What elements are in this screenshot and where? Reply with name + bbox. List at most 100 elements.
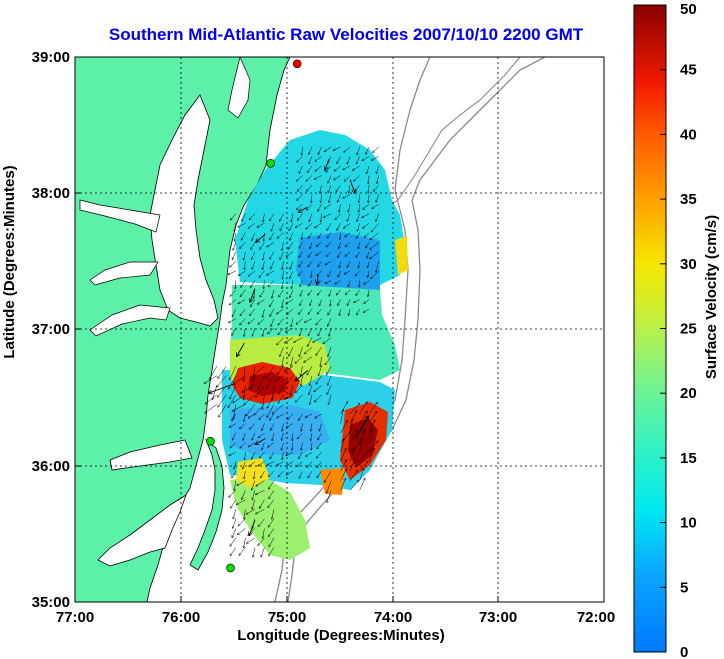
velocity-arrow bbox=[297, 156, 303, 162]
velocity-arrow bbox=[295, 356, 303, 363]
colorbar-tick-label: 15 bbox=[680, 450, 697, 467]
velocity-arrow bbox=[370, 251, 379, 259]
velocity-arrow bbox=[232, 251, 237, 260]
velocity-arrow bbox=[339, 204, 341, 212]
velocity-arrow bbox=[324, 213, 332, 218]
velocity-arrow bbox=[317, 471, 322, 477]
colorbar-tick-label: 30 bbox=[680, 256, 697, 273]
velocity-arrow bbox=[240, 242, 246, 248]
velocity-arrow bbox=[291, 213, 294, 222]
colorbar: 0 5 10 15 20 25 30 35 40 45 50 Surface Velocity (c… bbox=[633, 1, 720, 659]
velocity-arrow bbox=[244, 509, 246, 519]
velocity-arrow bbox=[285, 337, 294, 343]
colorbar-tick-label: 0 bbox=[680, 644, 688, 659]
velocity-arrow bbox=[228, 270, 236, 275]
velocity-arrow bbox=[347, 299, 351, 306]
velocity-arrow bbox=[263, 213, 265, 222]
velocity-arrow bbox=[269, 480, 275, 489]
colorbar-tick-label: 50 bbox=[680, 1, 697, 18]
velocity-arrow bbox=[234, 461, 237, 469]
velocity-arrow bbox=[320, 185, 322, 193]
coverage-delaware-offshore bbox=[395, 236, 408, 275]
velocity-arrow bbox=[335, 280, 341, 284]
velocity-vectors-data bbox=[209, 159, 368, 535]
velocity-arrow bbox=[252, 490, 256, 499]
velocity-arrow bbox=[268, 327, 275, 334]
velocity-arrow bbox=[291, 280, 294, 288]
velocity-vector bbox=[317, 274, 319, 284]
velocity-arrow bbox=[337, 194, 341, 202]
velocity-arrow bbox=[230, 547, 237, 556]
velocity-arrow bbox=[316, 347, 322, 355]
velocity-arrow bbox=[326, 242, 332, 246]
velocity-arrow bbox=[302, 146, 303, 155]
velocity-arrow bbox=[285, 366, 294, 371]
velocity-arrow bbox=[250, 423, 256, 430]
velocity-arrow bbox=[244, 537, 246, 548]
velocity-arrow bbox=[324, 203, 332, 209]
velocity-arrow bbox=[242, 490, 246, 499]
velocity-arrow bbox=[243, 432, 246, 440]
velocity-arrow bbox=[252, 328, 256, 336]
velocity-arrow bbox=[297, 175, 303, 181]
velocity-arrow bbox=[277, 232, 284, 239]
velocity-arrow bbox=[328, 175, 332, 183]
velocity-arrow bbox=[339, 261, 340, 267]
velocity-arrow bbox=[362, 213, 370, 218]
velocity-arrow bbox=[367, 251, 370, 258]
velocity-arrow bbox=[282, 261, 283, 269]
velocity-arrow bbox=[252, 232, 256, 241]
velocity-arrow bbox=[364, 232, 370, 237]
velocity-arrow bbox=[240, 318, 246, 325]
velocity-arrow bbox=[306, 175, 313, 182]
velocity-arrow bbox=[278, 327, 284, 334]
velocity-arrow bbox=[319, 423, 322, 431]
velocity-arrow bbox=[263, 528, 265, 538]
velocity-arrow bbox=[257, 223, 265, 227]
velocity-arrow bbox=[368, 175, 369, 184]
velocity-arrow bbox=[334, 175, 341, 180]
velocity-arrow bbox=[280, 223, 284, 231]
delaware-bay bbox=[227, 57, 251, 119]
chesapeake-bay bbox=[149, 94, 219, 327]
velocity-vector bbox=[250, 288, 256, 302]
velocity-arrow bbox=[301, 442, 302, 451]
velocity-arrow bbox=[359, 461, 368, 472]
velocity-arrow bbox=[309, 385, 313, 394]
velocity-arrow bbox=[299, 471, 303, 478]
velocity-arrow bbox=[337, 156, 341, 163]
velocity-arrow bbox=[315, 413, 322, 418]
velocity-arrow bbox=[368, 411, 376, 424]
velocity-arrow bbox=[336, 289, 341, 295]
velocity-arrow bbox=[325, 261, 332, 264]
velocity-arrow bbox=[300, 289, 303, 296]
velocity-arrow bbox=[272, 385, 275, 400]
velocity-arrow bbox=[235, 280, 236, 288]
y-tick-label: 38:00 bbox=[32, 185, 70, 202]
velocity-arrow bbox=[348, 204, 351, 212]
colorbar-tick-label: 5 bbox=[680, 579, 688, 596]
velocity-arrow bbox=[356, 156, 360, 163]
velocity-arrow bbox=[308, 289, 313, 295]
velocity-arrow bbox=[368, 429, 372, 443]
velocity-arrow bbox=[317, 442, 322, 449]
velocity-arrow bbox=[248, 270, 256, 276]
velocity-arrow bbox=[205, 394, 217, 404]
velocity-arrow bbox=[310, 394, 313, 405]
velocity-arrow bbox=[286, 451, 294, 455]
velocity-arrow bbox=[299, 242, 303, 248]
velocity-arrow bbox=[299, 308, 303, 314]
north-station bbox=[292, 59, 302, 69]
velocity-arrow bbox=[364, 280, 370, 284]
velocity-arrow bbox=[358, 242, 359, 248]
velocity-arrow bbox=[315, 223, 322, 228]
velocity-arrow bbox=[328, 394, 332, 404]
velocity-arrow bbox=[258, 461, 265, 466]
y-tick-label: 36:00 bbox=[32, 458, 70, 475]
velocity-arrow bbox=[368, 420, 375, 434]
velocity-arrow bbox=[272, 289, 275, 298]
velocity-arrow bbox=[295, 223, 303, 227]
velocity-arrow bbox=[315, 156, 322, 161]
pamlico-sound bbox=[97, 494, 187, 567]
velocity-arrow bbox=[260, 289, 265, 297]
